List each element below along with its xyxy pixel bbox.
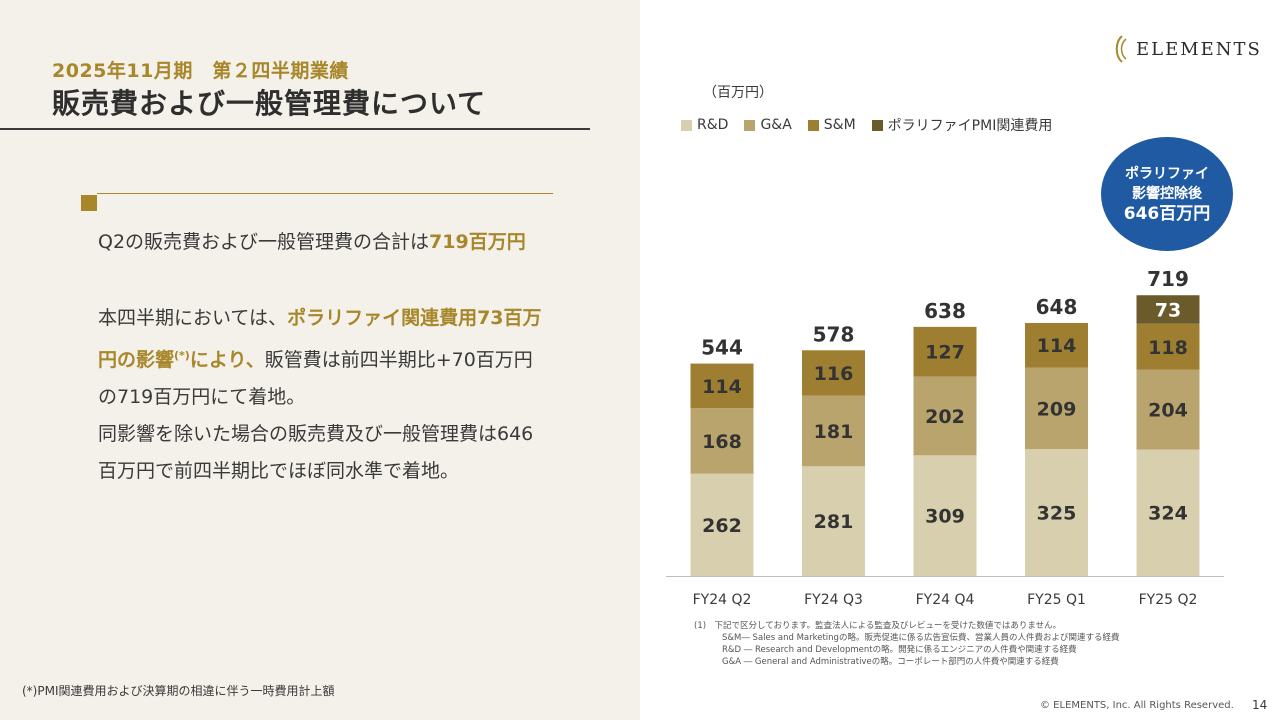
slide-title: 販売費および一般管理費について <box>52 87 487 120</box>
bar-segment <box>913 326 977 377</box>
summary-paragraph: Q2の販売費および一般管理費の合計は719百万円 <box>98 224 526 261</box>
legend-swatch <box>807 119 819 131</box>
bar-value-label: 114 <box>702 376 742 398</box>
bar-segment <box>690 408 754 474</box>
bar-segment <box>913 455 977 576</box>
detail-line-5: 百万円で前四半期比でほぼ同水準で着地。 <box>98 460 460 482</box>
bar-segment <box>913 376 977 456</box>
bar-value-label: 281 <box>814 511 854 533</box>
detail-line-3: の719百万円にて着地。 <box>98 386 306 408</box>
bar-segment <box>802 350 865 396</box>
bar-value-label: 127 <box>925 342 965 364</box>
bar-segment <box>1025 367 1088 450</box>
detail-text: 販管費は前四半期比+70百万円 <box>264 349 533 371</box>
bar-segment <box>1136 295 1200 324</box>
bar-segment <box>1136 369 1200 450</box>
bar-value-label: 114 <box>1037 335 1077 357</box>
note-line: (1) 下記で区分しております。監査法人による監査及びレビューを受けた数値ではあ… <box>694 621 1062 631</box>
bar-segment <box>690 363 754 409</box>
bar-value-label: 325 <box>1037 503 1077 525</box>
legend-item-rnd: R&D <box>681 115 728 135</box>
bar-value-label: 118 <box>1148 337 1188 359</box>
title-divider <box>0 128 590 130</box>
legend-item-pmi: ポラリファイPMI関連費用 <box>871 115 1053 135</box>
x-tick-label: FY24 Q4 <box>916 592 975 608</box>
x-tick-label: FY25 Q1 <box>1027 592 1086 608</box>
note-line: S&M― Sales and Marketingの略。販売促進に係る広告宣伝費、… <box>722 633 1120 643</box>
bar-value-label: 181 <box>814 421 854 443</box>
detail-text: 本四半期においては、 <box>98 307 288 329</box>
detail-paragraph: 本四半期においては、ポラリファイ関連費用73百万 円の影響(*)により、販管費は… <box>98 300 542 490</box>
bar-value-label: 209 <box>1037 398 1077 420</box>
bar-segment <box>1136 449 1200 576</box>
bar-total-label: 638 <box>924 299 966 323</box>
elements-logo-icon <box>1115 35 1127 63</box>
badge-line-1: ポラリファイ <box>1125 166 1209 182</box>
bar-segment <box>690 473 754 576</box>
accent-square <box>81 195 97 211</box>
bar-segment <box>802 395 865 467</box>
bar-value-label: 168 <box>702 431 742 453</box>
logo-text: ELEMENTS <box>1136 38 1262 60</box>
bar-segment <box>1025 449 1088 576</box>
detail-highlight: ポラリファイ関連費用73百万 <box>287 307 542 329</box>
badge-line-2: 影響控除後 <box>1132 186 1202 202</box>
left-panel <box>0 0 640 720</box>
x-tick-label: FY24 Q2 <box>693 592 752 608</box>
badge-line-3: 646百万円 <box>1123 204 1211 224</box>
footnote-left: (*)PMI関連費用および決算期の相違に伴う一時費用計上額 <box>22 684 335 698</box>
bar-total-label: 648 <box>1036 295 1078 319</box>
footnote-marker: (*) <box>174 349 190 362</box>
x-tick-label: FY25 Q2 <box>1139 592 1198 608</box>
bar-value-label: 202 <box>925 406 965 428</box>
note-line: G&A ― General and Administrativeの略。コーポレー… <box>722 657 1059 667</box>
bar-total-label: 544 <box>701 336 743 360</box>
accent-line <box>97 193 553 194</box>
copyright: © ELEMENTS, Inc. All Rights Reserved. <box>1040 700 1234 711</box>
detail-line-1: 本四半期においては、ポラリファイ関連費用73百万 <box>98 300 542 337</box>
legend-item-snm: S&M <box>807 115 856 135</box>
detail-highlight: 円の影響 <box>98 349 175 371</box>
detail-highlight: により、 <box>189 349 265 371</box>
bar-value-label: 116 <box>814 363 854 385</box>
legend-swatch <box>744 119 756 131</box>
page-number: 14 <box>1252 698 1268 712</box>
legend-item-gna: G&A <box>744 115 792 135</box>
chart-legend: R&D G&A S&M ポラリファイPMI関連費用 <box>681 115 1052 135</box>
bar-segment <box>1136 323 1200 370</box>
chart-notes: (1) 下記で区分しております。監査法人による監査及びレビューを受けた数値ではあ… <box>694 620 1119 668</box>
legend-label: S&M <box>823 117 856 133</box>
x-tick-label: FY24 Q3 <box>804 592 863 608</box>
bar-value-label: 309 <box>925 506 965 528</box>
bar-value-label: 324 <box>1148 503 1188 525</box>
bar-value-label: 73 <box>1155 299 1181 321</box>
bar-total-label: 578 <box>813 322 855 346</box>
summary-highlight: 719百万円 <box>429 231 526 253</box>
bar-segment <box>802 466 865 576</box>
detail-line-2: 円の影響(*)により、販管費は前四半期比+70百万円 <box>98 337 542 379</box>
bar-total-label: 719 <box>1147 267 1189 291</box>
bar-segment <box>1025 322 1088 368</box>
company-logo: ELEMENTS <box>1110 34 1262 64</box>
legend-label: ポラリファイPMI関連費用 <box>887 118 1053 134</box>
note-line: R&D ― Research and Developmentの略。開発に係るエン… <box>722 645 1077 655</box>
legend-swatch <box>871 119 883 131</box>
bar-value-label: 204 <box>1148 400 1188 422</box>
summary-text: Q2の販売費および一般管理費の合計は <box>98 231 430 253</box>
chart-unit-label: （百万円） <box>703 85 773 101</box>
legend-label: G&A <box>760 117 792 133</box>
detail-line-4: 同影響を除いた場合の販売費及び一般管理費は646 <box>98 423 534 445</box>
legend-label: R&D <box>697 117 729 133</box>
adjusted-total-badge: ポラリファイ 影響控除後 646百万円 <box>1101 137 1233 251</box>
slide-subtitle: 2025年11月期 第２四半期業績 <box>52 60 349 82</box>
bar-value-label: 262 <box>702 515 742 537</box>
legend-swatch <box>681 119 692 131</box>
